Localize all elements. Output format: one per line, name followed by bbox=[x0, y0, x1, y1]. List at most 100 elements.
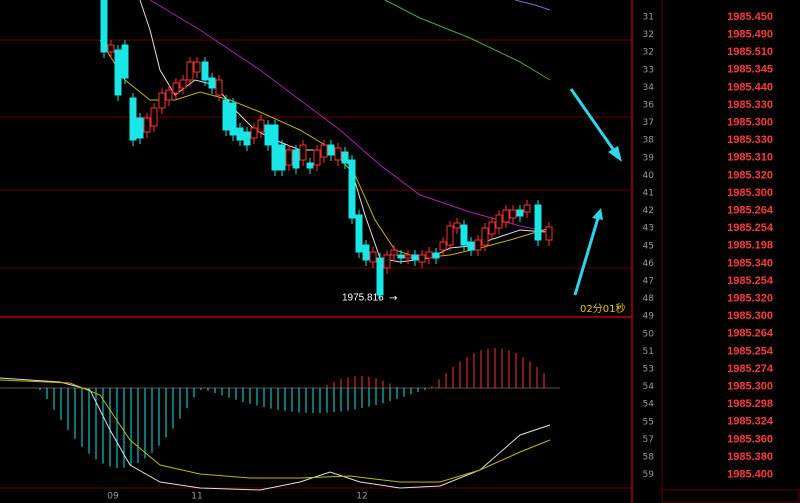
candle-body bbox=[229, 102, 237, 136]
price-cell: 1985.264 bbox=[727, 205, 774, 217]
candle-body bbox=[376, 257, 384, 296]
x-label: 09 bbox=[107, 492, 119, 502]
candle-body bbox=[136, 117, 144, 139]
candle-body bbox=[509, 209, 517, 219]
price-cell: 1985.254 bbox=[727, 275, 774, 287]
ma-line bbox=[139, 0, 546, 263]
candle-body bbox=[383, 254, 391, 269]
candle-body bbox=[355, 214, 363, 253]
time-cell: 45 bbox=[643, 241, 654, 251]
candle-body bbox=[278, 144, 286, 171]
ma-line bbox=[514, 0, 551, 11]
price-cell: 1985.274 bbox=[727, 363, 774, 375]
candle-body bbox=[257, 119, 265, 133]
candle-body bbox=[460, 224, 468, 246]
time-cell: 32 bbox=[643, 48, 654, 58]
low-pointer: → bbox=[389, 293, 397, 304]
candle-body bbox=[100, 0, 108, 53]
price-cell: 1985.300 bbox=[727, 310, 773, 322]
candle-body bbox=[495, 214, 503, 229]
time-cell: 57 bbox=[643, 435, 654, 445]
candle-body bbox=[425, 251, 433, 259]
candle-body bbox=[271, 124, 279, 171]
candle-body bbox=[411, 254, 419, 261]
candle-body bbox=[143, 117, 151, 133]
candle-body bbox=[404, 254, 412, 259]
price-cell: 1985.324 bbox=[727, 416, 774, 428]
candle-body bbox=[186, 61, 194, 81]
price-cell: 1985.300 bbox=[727, 117, 773, 129]
candle-body bbox=[243, 131, 251, 146]
price-cell: 1985.264 bbox=[727, 328, 774, 340]
price-cell: 1985.320 bbox=[727, 293, 773, 305]
candle-body bbox=[362, 244, 370, 261]
x-label: 11 bbox=[191, 492, 202, 502]
time-cell: 46 bbox=[643, 259, 655, 269]
candle-body bbox=[264, 124, 272, 146]
price-cell: 1985.254 bbox=[727, 345, 774, 357]
price-cell: 1985.440 bbox=[727, 81, 773, 93]
time-cell: 47 bbox=[643, 277, 654, 287]
candle-body bbox=[292, 149, 300, 169]
low-label: 1975.816 bbox=[342, 293, 384, 304]
candle-body bbox=[250, 127, 258, 139]
candle-body bbox=[150, 107, 158, 127]
candle-body bbox=[215, 79, 223, 96]
candle-body bbox=[208, 77, 216, 89]
candle-body bbox=[313, 149, 321, 166]
candle-body bbox=[165, 89, 173, 101]
candle-body bbox=[467, 241, 475, 251]
candle-body bbox=[222, 99, 230, 131]
candle-body bbox=[534, 204, 542, 241]
time-cell: 37 bbox=[643, 118, 654, 128]
time-cell: 54 bbox=[643, 400, 655, 410]
time-cell: 39 bbox=[643, 153, 655, 163]
candle-body bbox=[474, 239, 482, 251]
candle-body bbox=[369, 251, 377, 263]
price-cell: 1985.490 bbox=[727, 29, 773, 41]
price-cell: 1985.300 bbox=[727, 187, 773, 199]
price-cell: 1985.360 bbox=[727, 433, 773, 445]
time-cell: 53 bbox=[643, 365, 654, 375]
price-cell: 1985.330 bbox=[727, 134, 773, 146]
trend-arrows bbox=[569, 88, 622, 296]
time-cell: 50 bbox=[643, 329, 655, 339]
time-cell: 34 bbox=[643, 83, 655, 93]
price-cell: 1985.320 bbox=[727, 169, 773, 181]
time-cell: 48 bbox=[643, 294, 655, 304]
candle-body bbox=[320, 144, 328, 158]
macd-line bbox=[0, 377, 551, 491]
time-cell: 54 bbox=[643, 382, 655, 392]
candle-body bbox=[418, 254, 426, 263]
time-cell: 59 bbox=[643, 470, 655, 480]
timer: 02分01秒 bbox=[580, 302, 625, 315]
price-cell: 1985.330 bbox=[727, 99, 773, 111]
time-cell: 32 bbox=[643, 30, 654, 40]
price-cell: 1985.450 bbox=[727, 11, 773, 23]
price-cell: 1985.310 bbox=[727, 152, 773, 164]
time-cell: 55 bbox=[643, 417, 654, 427]
time-cell: 42 bbox=[643, 206, 654, 216]
time-cell: 33 bbox=[643, 65, 654, 75]
candle-body bbox=[545, 226, 553, 241]
candle-body bbox=[107, 44, 115, 53]
candle-body bbox=[327, 144, 335, 156]
time-cell: 51 bbox=[643, 347, 654, 357]
candle-body bbox=[129, 97, 137, 141]
price-cell: 1985.198 bbox=[727, 240, 773, 252]
candle-body bbox=[446, 225, 454, 246]
candle-body bbox=[201, 61, 209, 81]
candle-body bbox=[488, 221, 496, 235]
candle-body bbox=[172, 82, 180, 94]
time-cell: 31 bbox=[643, 13, 654, 23]
candle-body bbox=[397, 254, 405, 259]
candle-body bbox=[439, 241, 447, 251]
candle-body bbox=[453, 222, 461, 229]
price-cell: 1985.400 bbox=[727, 469, 773, 481]
ma-line bbox=[384, 0, 551, 81]
time-cell: 49 bbox=[643, 312, 655, 322]
candle-body bbox=[193, 61, 201, 73]
time-cell: 38 bbox=[643, 136, 655, 146]
